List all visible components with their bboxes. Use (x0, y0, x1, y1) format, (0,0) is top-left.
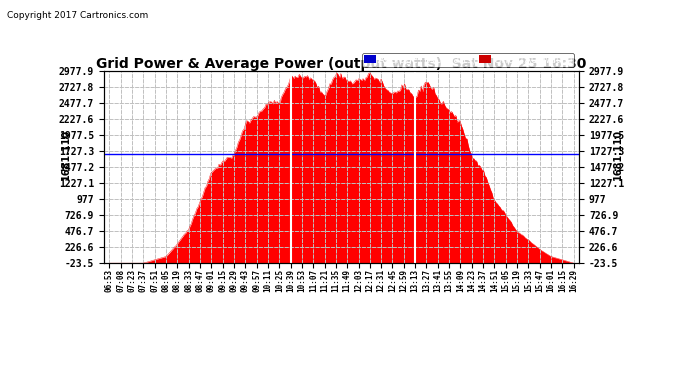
Text: 1681.110: 1681.110 (613, 129, 622, 180)
Title: Grid Power & Average Power (output watts)  Sat Nov 25 16:30: Grid Power & Average Power (output watts… (97, 57, 586, 71)
Text: 1681.110: 1681.110 (61, 129, 70, 180)
Text: Copyright 2017 Cartronics.com: Copyright 2017 Cartronics.com (7, 11, 148, 20)
Legend: Average  (AC Watts), Grid  (AC Watts): Average (AC Watts), Grid (AC Watts) (362, 53, 574, 67)
